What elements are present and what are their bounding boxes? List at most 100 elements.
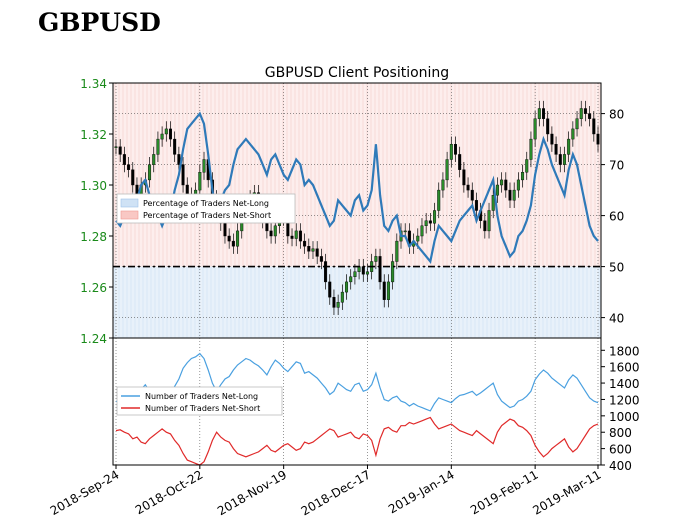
date-axis: 2018-Sep-24 2018-Oct-22 2018-Nov-19 2018-De…: [48, 465, 604, 518]
net-short-region: [113, 83, 601, 267]
count-axis-label: 800: [609, 426, 632, 440]
price-axis-label: 1.30: [80, 179, 107, 193]
net-short-count-legend-label: Number of Traders Net-Short: [145, 404, 260, 413]
candle-body: [303, 240, 307, 247]
candle-body: [311, 248, 315, 252]
candle-body: [525, 159, 529, 173]
candle-body: [462, 169, 466, 186]
candle-body: [177, 154, 181, 165]
candle-body: [428, 220, 432, 224]
price-axis-label: 1.26: [80, 281, 107, 295]
count-axis-label: 1200: [609, 393, 640, 407]
date-axis-label: 2019-Mar-11: [530, 467, 603, 517]
bottom-plot-frame: [112, 337, 602, 466]
candle-body: [449, 143, 453, 160]
candle-body: [445, 159, 449, 181]
net-short-legend-label: Percentage of Traders Net-Short: [143, 211, 271, 220]
candle-body: [118, 146, 122, 155]
candle-body: [512, 189, 516, 201]
net-long-legend-swatch: [120, 198, 139, 208]
candle-body: [290, 235, 294, 239]
candle-body: [437, 189, 441, 211]
candle-body: [533, 118, 537, 140]
candle-body: [504, 179, 508, 191]
candle-body: [550, 133, 554, 145]
candle-body: [542, 108, 546, 119]
count-axis-label: 1600: [609, 361, 640, 375]
percent-axis-label: 50: [609, 261, 624, 275]
candle-body: [487, 210, 491, 232]
count-axis-label: 600: [609, 443, 632, 457]
candle-body: [571, 128, 575, 140]
candle-body: [495, 184, 499, 196]
candle-body: [332, 297, 336, 308]
candle-body: [365, 271, 369, 275]
candle-body: [173, 138, 177, 155]
candle-body: [374, 256, 378, 262]
price-positioning-panel: 1.24 1.26 1.28 1.30 1.32 1.34 40 50 60 70 80 Percen…: [80, 77, 624, 465]
candle-body: [156, 138, 160, 155]
date-axis-label: 2018-Oct-22: [133, 467, 205, 517]
percent-axis-label: 70: [609, 159, 624, 173]
candle-body: [181, 164, 185, 186]
bottom-legend-box: [116, 386, 283, 416]
date-axis-label: 2018-Nov-19: [215, 467, 289, 518]
price-axis-label: 1.28: [80, 230, 107, 244]
candle-body: [579, 108, 583, 119]
candle-body: [202, 159, 206, 173]
date-axis-label: 2018-Dec-17: [299, 467, 373, 518]
candle-body: [588, 113, 592, 119]
percent-axis-label: 40: [609, 312, 624, 326]
candle-body: [416, 235, 420, 242]
net-short-count-line: [115, 416, 599, 466]
candle-body: [231, 240, 235, 247]
candle-body: [223, 223, 227, 237]
price-axis-label: 1.24: [80, 332, 107, 346]
candle-body: [386, 281, 390, 300]
candle-body: [521, 172, 525, 181]
candle-body: [500, 179, 504, 186]
candle-body: [340, 291, 344, 303]
candle-body: [592, 118, 596, 135]
candle-body: [236, 230, 240, 247]
candle-body: [307, 245, 311, 252]
candle-body: [453, 143, 457, 155]
candle-body: [583, 108, 587, 114]
candle-body: [148, 164, 152, 181]
candle-body: [395, 240, 399, 262]
candle-body: [483, 220, 487, 232]
candle-body: [315, 248, 319, 257]
percent-axis-label: 80: [609, 108, 624, 122]
candle-body: [458, 154, 462, 170]
candle-body: [382, 281, 386, 300]
candle-body: [537, 108, 541, 119]
candle-body: [324, 261, 328, 283]
date-axis-label: 2019-Feb-11: [468, 467, 541, 517]
price-axis-label: 1.32: [80, 128, 107, 142]
candle-body: [349, 276, 353, 283]
candle-body: [378, 256, 382, 283]
candle-body: [466, 184, 470, 191]
candle-body: [391, 261, 395, 283]
candle-body: [198, 172, 202, 191]
candle-body: [403, 230, 407, 233]
candle-body: [227, 235, 231, 242]
candle-body: [567, 138, 571, 155]
candle-body: [491, 194, 495, 211]
candle-body: [433, 210, 437, 224]
candle-body: [558, 154, 562, 165]
net-long-legend-label: Percentage of Traders Net-Long: [143, 199, 269, 208]
bottom-legend: Number of Traders Net-Long Number of Trad…: [116, 386, 283, 416]
candle-body: [160, 133, 164, 140]
candle-body: [575, 118, 579, 130]
net-short-legend-swatch: [120, 210, 139, 220]
top-legend: Percentage of Traders Net-Long Percentage…: [116, 193, 296, 224]
candle-body: [127, 164, 131, 170]
candle-body: [516, 179, 520, 191]
net-long-percentage-line: [115, 111, 599, 265]
candle-body: [164, 128, 168, 135]
chart-title: GBPUSD Client Positioning: [265, 65, 449, 81]
percent-axis-label: 60: [609, 210, 624, 224]
net-long-count-line: [115, 352, 599, 412]
